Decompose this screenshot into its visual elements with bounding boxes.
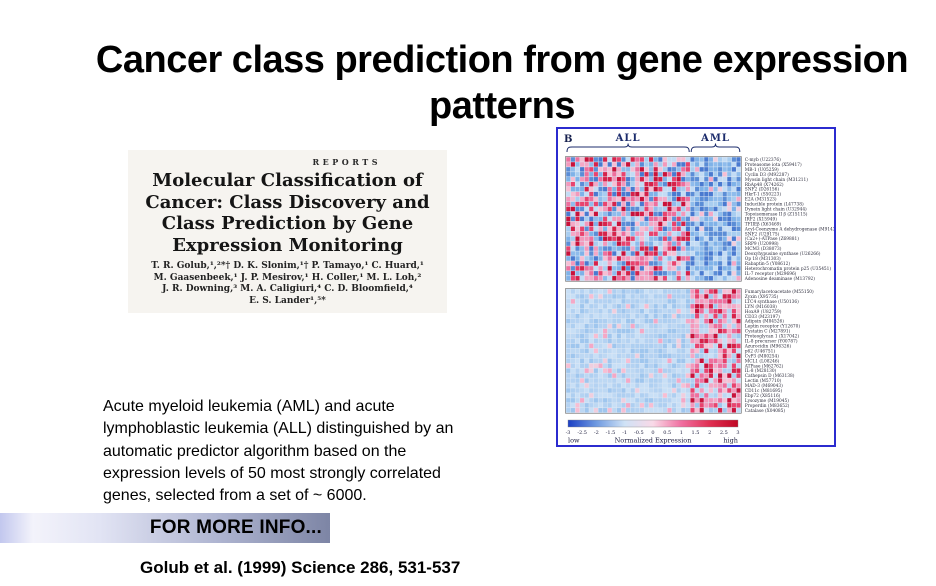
info-banner-label: FOR MORE INFO... [149, 517, 322, 538]
svg-text:(Ca2+)-ATPase (Z69881): (Ca2+)-ATPase (Z69881) [745, 237, 799, 242]
svg-text:Rabaptin-5 (Y08612): Rabaptin-5 (Y08612) [745, 262, 791, 267]
svg-text:Proteoglycan 1 (X17042): Proteoglycan 1 (X17042) [745, 335, 800, 340]
heatmap-figure: B ALL AML C-myb (U22376) Proteasome iota (X5… [556, 127, 836, 447]
svg-text:-2.5: -2.5 [577, 430, 587, 436]
svg-text:-0.5: -0.5 [634, 430, 644, 436]
svg-text:MCL1 (L08246): MCL1 (L08246) [745, 359, 780, 364]
svg-text:-1.5: -1.5 [606, 430, 616, 436]
svg-text:Normalized Expression: Normalized Expression [615, 437, 692, 445]
svg-text:-3: -3 [566, 430, 571, 436]
svg-text:0: 0 [651, 430, 654, 436]
svg-text:Cyclin D3 (M92287): Cyclin D3 (M92287) [745, 173, 789, 178]
svg-text:Cystatin C (M27891): Cystatin C (M27891) [745, 330, 791, 335]
svg-text:Proteasome iota (X59417): Proteasome iota (X59417) [745, 163, 802, 168]
heatmap-svg: B ALL AML C-myb (U22376)Proteasome iota (X5… [564, 133, 834, 445]
svg-text:-2: -2 [594, 430, 599, 436]
paper-section-header: REPORTS [312, 157, 381, 167]
svg-text:SNF2 (U29175): SNF2 (U29175) [745, 232, 780, 237]
svg-text:Lysozyme (M19045): Lysozyme (M19045) [745, 399, 789, 404]
svg-text:Topoisomerase II β (Z15115): Topoisomerase II β (Z15115) [745, 212, 808, 217]
svg-text:Dynein light chain (U32944): Dynein light chain (U32944) [745, 208, 807, 213]
svg-text:RbAp48 (X74262): RbAp48 (X74262) [745, 183, 784, 188]
svg-text:CyP3 (M80254): CyP3 (M80254) [745, 354, 779, 359]
svg-text:IL-7 receptor (M29696): IL-7 receptor (M29696) [745, 272, 797, 277]
svg-text:IL-8 precursor (Y00787): IL-8 precursor (Y00787) [745, 340, 798, 345]
svg-text:1: 1 [680, 430, 683, 436]
svg-text:IRF2 (X15949): IRF2 (X15949) [745, 217, 777, 222]
svg-text:Ebp72 (X85116): Ebp72 (X85116) [745, 394, 781, 399]
svg-text:Inducible protein (L47738): Inducible protein (L47738) [745, 203, 804, 208]
svg-text:CD33 (M23197): CD33 (M23197) [745, 315, 780, 320]
svg-text:HoxA9 (U82759): HoxA9 (U82759) [745, 310, 782, 315]
svg-text:ATPase (M62762): ATPase (M62762) [744, 364, 784, 369]
svg-text:ALL: ALL [615, 133, 641, 144]
svg-text:-1: -1 [622, 430, 627, 436]
svg-text:MAD-3 (M69043): MAD-3 (M69043) [745, 384, 783, 389]
svg-text:1.5: 1.5 [692, 430, 700, 436]
svg-text:MB-1 (U05259): MB-1 (U05259) [745, 168, 779, 173]
svg-text:low: low [568, 437, 580, 445]
svg-text:B: B [564, 134, 572, 145]
svg-text:SRP9 (U20998): SRP9 (U20998) [745, 242, 779, 247]
svg-text:Op 18 (M31303): Op 18 (M31303) [745, 257, 781, 262]
svg-text:LTC4 synthase (U50136): LTC4 synthase (U50136) [745, 300, 799, 305]
paper-clipping: REPORTS Molecular Classification of Cance… [128, 150, 447, 313]
svg-text:3: 3 [736, 430, 739, 436]
slide-title: Cancer class prediction from gene expres… [95, 39, 909, 128]
svg-text:HkrT-1 (S50223): HkrT-1 (S50223) [745, 193, 782, 198]
svg-text:Azurocidin (M96326): Azurocidin (M96326) [744, 344, 792, 349]
citation-text: Golub et al. (1999) Science 286, 531-537 [140, 558, 461, 577]
svg-text:Properdin (M83652): Properdin (M83652) [745, 404, 790, 409]
slide-description: Acute myeloid leukemia (AML) and acute ly… [103, 398, 454, 505]
svg-text:Adenosine deaminase (M13792): Adenosine deaminase (M13792) [744, 277, 815, 282]
svg-text:CD11c (M81695): CD11c (M81695) [745, 389, 783, 394]
svg-text:Leptin receptor (Y12670): Leptin receptor (Y12670) [745, 325, 801, 330]
paper-title: Molecular Classification of Cancer: Class… [145, 170, 430, 256]
svg-text:Lectin (M57710): Lectin (M57710) [745, 379, 782, 384]
svg-text:LYN (M16038): LYN (M16038) [745, 305, 777, 310]
svg-text:SNF2 (D26156): SNF2 (D26156) [745, 188, 780, 193]
svg-text:Deoxyhypusine synthase (U26266: Deoxyhypusine synthase (U26266) [745, 252, 821, 257]
svg-text:Adipsin (M84526): Adipsin (M84526) [744, 320, 784, 325]
svg-text:C-myb (U22376): C-myb (U22376) [745, 158, 781, 163]
svg-text:TFIIEβ (X63469): TFIIEβ (X63469) [745, 222, 782, 227]
svg-text:Catalase (X04085): Catalase (X04085) [745, 409, 786, 414]
svg-text:AML: AML [700, 133, 730, 144]
svg-text:Heterochromatin protein p25 (U: Heterochromatin protein p25 (U35451) [745, 267, 832, 272]
svg-text:Fumarylacetoacetate (M55150): Fumarylacetoacetate (M55150) [745, 290, 814, 295]
svg-text:2: 2 [708, 430, 711, 436]
svg-text:Cathepsin D (M63138): Cathepsin D (M63138) [745, 374, 795, 379]
svg-text:0.5: 0.5 [663, 430, 671, 436]
svg-text:MCM3 (D38073): MCM3 (D38073) [745, 247, 782, 252]
svg-text:Zyxin (X95735): Zyxin (X95735) [745, 295, 779, 300]
svg-text:IL-8 (M28130): IL-8 (M28130) [745, 369, 777, 374]
svg-text:Myosin light chain (M31211): Myosin light chain (M31211) [745, 178, 808, 183]
svg-text:high: high [723, 437, 738, 445]
svg-text:Acyl-Coenzyme A dehydrogenase: Acyl-Coenzyme A dehydrogenase (M91432) [744, 227, 834, 232]
info-banner: FOR MORE INFO... [0, 513, 330, 543]
svg-text:E2A (M31523): E2A (M31523) [745, 198, 777, 203]
paper-authors: T. R. Golub,¹,²*† D. K. Slonim,¹† P. Tam… [151, 261, 424, 306]
svg-text:2.5: 2.5 [720, 430, 728, 436]
svg-text:p62 (U46751): p62 (U46751) [745, 349, 776, 354]
